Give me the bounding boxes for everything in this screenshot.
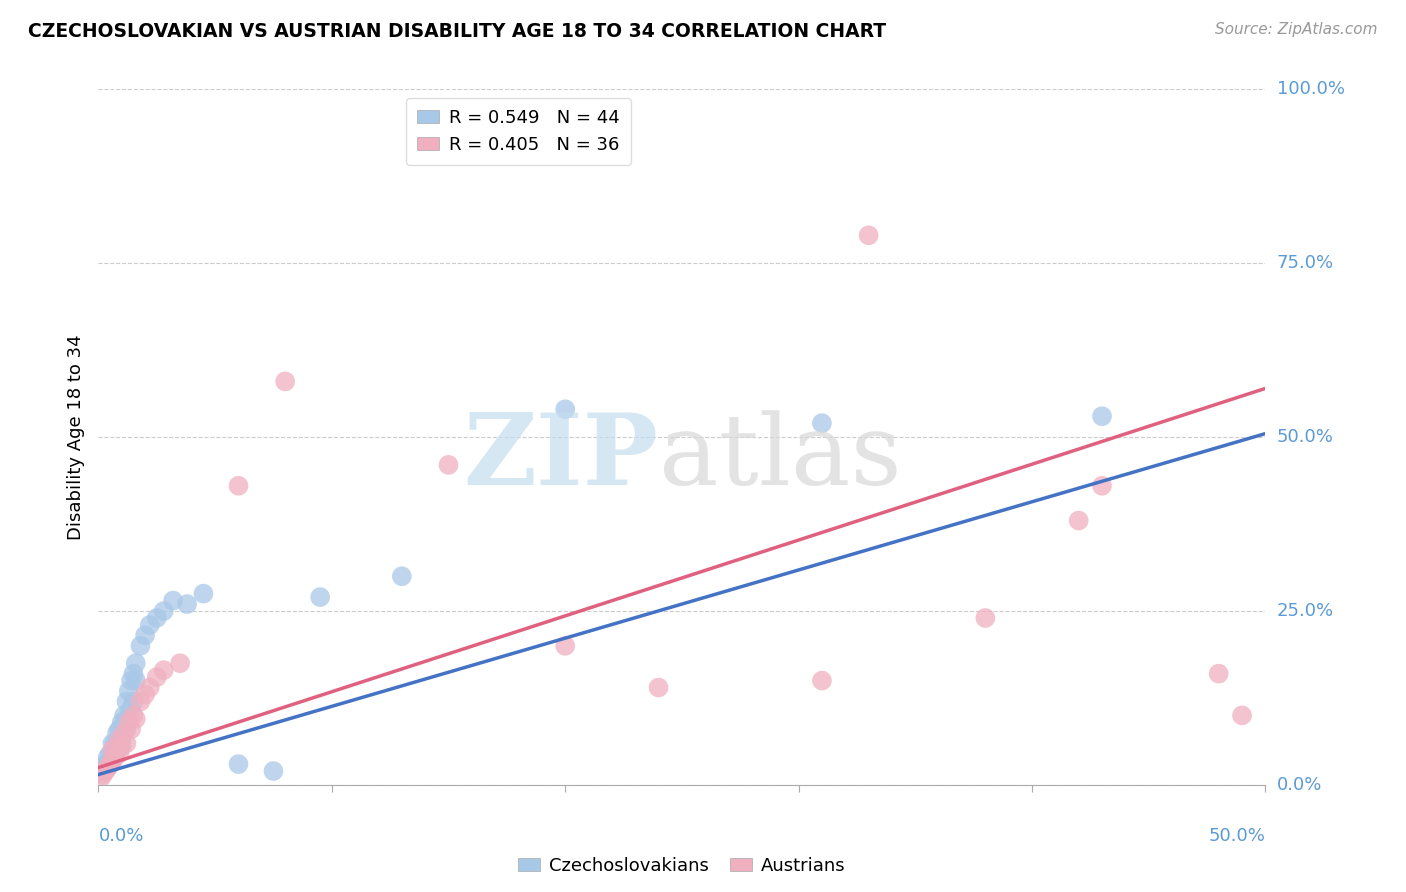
Point <box>122 708 145 723</box>
Point <box>1208 666 1230 681</box>
Point <box>111 715 134 730</box>
Point <box>1230 708 1253 723</box>
Point <box>104 747 127 761</box>
Point <box>108 739 131 754</box>
Point <box>129 694 152 708</box>
Point <box>98 757 121 772</box>
Point <box>139 681 162 695</box>
Point <box>97 760 120 774</box>
Point <box>101 754 124 768</box>
Point <box>115 694 138 708</box>
Point <box>134 688 156 702</box>
Point <box>115 736 138 750</box>
Point <box>228 757 250 772</box>
Point <box>437 458 460 472</box>
Point <box>108 747 131 761</box>
Text: 25.0%: 25.0% <box>1277 602 1334 620</box>
Text: atlas: atlas <box>658 410 901 506</box>
Point <box>1091 479 1114 493</box>
Point <box>104 750 127 764</box>
Point <box>98 757 121 772</box>
Text: 100.0%: 100.0% <box>1277 80 1344 98</box>
Text: 75.0%: 75.0% <box>1277 254 1334 272</box>
Point <box>120 723 142 737</box>
Point <box>125 673 148 688</box>
Point <box>139 618 162 632</box>
Point <box>811 416 834 430</box>
Point <box>146 670 169 684</box>
Text: 0.0%: 0.0% <box>1277 776 1322 794</box>
Point <box>811 673 834 688</box>
Point <box>118 715 141 730</box>
Point <box>391 569 413 583</box>
Point <box>112 715 135 730</box>
Text: CZECHOSLOVAKIAN VS AUSTRIAN DISABILITY AGE 18 TO 34 CORRELATION CHART: CZECHOSLOVAKIAN VS AUSTRIAN DISABILITY A… <box>28 22 886 41</box>
Point <box>94 764 117 778</box>
Point <box>1067 514 1090 528</box>
Point <box>112 726 135 740</box>
Point <box>974 611 997 625</box>
Point <box>125 657 148 671</box>
Point <box>98 747 121 761</box>
Point <box>262 764 284 778</box>
Point <box>176 597 198 611</box>
Point <box>152 663 174 677</box>
Point <box>112 708 135 723</box>
Point <box>90 771 112 785</box>
Point <box>94 757 117 772</box>
Point <box>120 701 142 715</box>
Point <box>101 736 124 750</box>
Point <box>122 694 145 708</box>
Point <box>146 611 169 625</box>
Text: Source: ZipAtlas.com: Source: ZipAtlas.com <box>1215 22 1378 37</box>
Point <box>97 750 120 764</box>
Point <box>193 587 215 601</box>
Point <box>111 739 134 754</box>
Point <box>108 723 131 737</box>
Legend: Czechoslovakians, Austrians: Czechoslovakians, Austrians <box>510 850 853 882</box>
Point <box>104 736 127 750</box>
Point <box>108 732 131 747</box>
Point <box>1091 409 1114 424</box>
Point <box>105 743 128 757</box>
Point <box>90 764 112 778</box>
Text: 50.0%: 50.0% <box>1209 827 1265 845</box>
Y-axis label: Disability Age 18 to 34: Disability Age 18 to 34 <box>66 334 84 540</box>
Point <box>125 712 148 726</box>
Point <box>91 767 114 781</box>
Point <box>97 760 120 774</box>
Point <box>274 375 297 389</box>
Point <box>228 479 250 493</box>
Point <box>105 726 128 740</box>
Point <box>162 593 184 607</box>
Point <box>554 402 576 417</box>
Point <box>105 739 128 754</box>
Text: 0.0%: 0.0% <box>98 827 143 845</box>
Text: 50.0%: 50.0% <box>1277 428 1333 446</box>
Point <box>554 639 576 653</box>
Point <box>858 228 880 243</box>
Point <box>169 657 191 671</box>
Point <box>101 743 124 757</box>
Point <box>111 732 134 747</box>
Point <box>91 760 114 774</box>
Point <box>129 639 152 653</box>
Point <box>134 628 156 642</box>
Point <box>118 708 141 723</box>
Text: ZIP: ZIP <box>464 409 658 507</box>
Point <box>152 604 174 618</box>
Point <box>122 666 145 681</box>
Point <box>647 681 669 695</box>
Point <box>309 590 332 604</box>
Point <box>115 723 138 737</box>
Point <box>101 754 124 768</box>
Point <box>120 673 142 688</box>
Point <box>118 684 141 698</box>
